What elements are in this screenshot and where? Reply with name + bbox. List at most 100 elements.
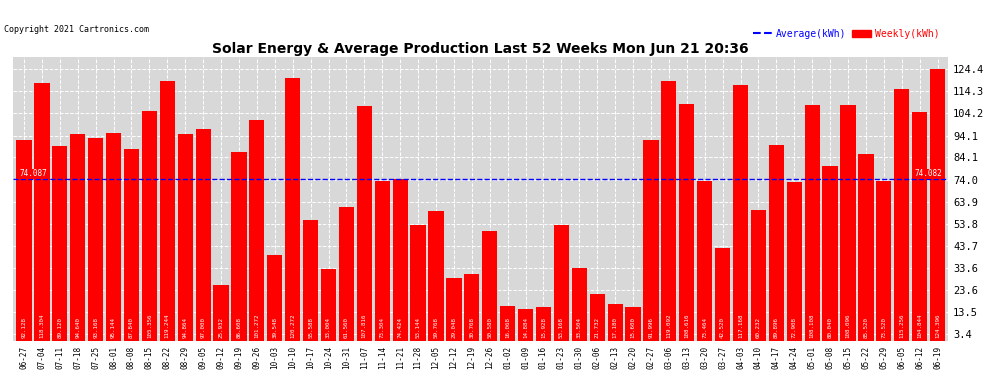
Bar — [482, 231, 497, 342]
Text: 108.096: 108.096 — [845, 314, 850, 338]
Text: 74.087: 74.087 — [19, 169, 47, 178]
Text: 15.928: 15.928 — [541, 317, 545, 338]
Text: 93.168: 93.168 — [93, 317, 98, 338]
Text: 60.232: 60.232 — [756, 317, 761, 338]
Bar — [876, 181, 891, 342]
Text: 74.082: 74.082 — [915, 169, 942, 178]
Bar — [787, 182, 802, 342]
Bar — [894, 89, 910, 342]
Bar — [823, 166, 838, 342]
Bar — [500, 306, 515, 342]
Text: 73.464: 73.464 — [702, 317, 707, 338]
Text: 39.548: 39.548 — [272, 317, 277, 338]
Text: 105.356: 105.356 — [147, 314, 151, 338]
Text: 85.520: 85.520 — [863, 317, 868, 338]
Bar — [858, 154, 873, 342]
Text: 120.272: 120.272 — [290, 314, 295, 338]
Bar — [35, 82, 50, 342]
Text: 50.580: 50.580 — [487, 317, 492, 338]
Bar — [195, 129, 211, 342]
Text: 89.896: 89.896 — [774, 317, 779, 338]
Bar — [769, 145, 784, 342]
Text: 72.908: 72.908 — [792, 317, 797, 338]
Legend: Average(kWh), Weekly(kWh): Average(kWh), Weekly(kWh) — [749, 25, 943, 43]
Bar — [429, 211, 444, 342]
Bar — [356, 105, 372, 342]
Bar — [912, 112, 928, 342]
Text: 107.816: 107.816 — [361, 314, 367, 338]
Bar — [339, 207, 354, 342]
Text: 73.520: 73.520 — [881, 317, 886, 338]
Text: 108.108: 108.108 — [810, 314, 815, 338]
Text: 101.272: 101.272 — [254, 314, 259, 338]
Bar — [106, 133, 121, 342]
Text: 21.732: 21.732 — [595, 317, 600, 338]
Title: Solar Energy & Average Production Last 52 Weeks Mon Jun 21 20:36: Solar Energy & Average Production Last 5… — [213, 42, 749, 56]
Text: 16.068: 16.068 — [505, 317, 510, 338]
Bar — [608, 304, 623, 342]
Bar — [464, 274, 479, 342]
Bar — [17, 140, 32, 342]
Text: 33.004: 33.004 — [326, 317, 331, 338]
Bar — [446, 278, 461, 342]
Bar — [177, 134, 193, 342]
Text: 87.840: 87.840 — [129, 317, 134, 338]
Bar — [553, 225, 569, 342]
Bar — [590, 294, 605, 342]
Text: 94.640: 94.640 — [75, 317, 80, 338]
Text: 25.932: 25.932 — [219, 317, 224, 338]
Text: 53.168: 53.168 — [559, 317, 564, 338]
Text: 74.424: 74.424 — [398, 317, 403, 338]
Text: 86.608: 86.608 — [237, 317, 242, 338]
Bar — [393, 178, 408, 342]
Text: 42.520: 42.520 — [720, 317, 725, 338]
Text: 33.504: 33.504 — [577, 317, 582, 338]
Text: 92.128: 92.128 — [22, 317, 27, 338]
Text: 95.144: 95.144 — [111, 317, 116, 338]
Text: 119.244: 119.244 — [164, 314, 170, 338]
Bar — [267, 255, 282, 342]
Bar — [411, 225, 426, 342]
Bar — [841, 105, 855, 342]
Bar — [142, 111, 157, 342]
Text: 91.996: 91.996 — [648, 317, 653, 338]
Bar — [697, 181, 713, 342]
Bar — [805, 105, 820, 342]
Bar — [661, 81, 676, 342]
Bar — [518, 309, 534, 342]
Bar — [124, 149, 139, 342]
Bar — [52, 147, 67, 342]
Bar — [214, 285, 229, 342]
Bar — [88, 138, 103, 342]
Bar — [750, 210, 766, 342]
Text: 119.092: 119.092 — [666, 314, 671, 338]
Text: 104.844: 104.844 — [917, 314, 922, 338]
Text: 89.120: 89.120 — [57, 317, 62, 338]
Bar — [303, 220, 318, 342]
Text: 94.864: 94.864 — [183, 317, 188, 338]
Text: 59.768: 59.768 — [434, 317, 439, 338]
Bar — [321, 269, 337, 342]
Text: 15.600: 15.600 — [631, 317, 636, 338]
Bar — [159, 81, 175, 342]
Bar — [626, 308, 641, 342]
Text: 118.304: 118.304 — [40, 314, 45, 338]
Bar — [70, 134, 85, 342]
Bar — [571, 268, 587, 342]
Text: 61.560: 61.560 — [344, 317, 348, 338]
Bar — [249, 120, 264, 342]
Text: 80.040: 80.040 — [828, 317, 833, 338]
Bar — [536, 307, 551, 342]
Bar — [644, 140, 658, 342]
Bar — [679, 104, 694, 342]
Text: 53.144: 53.144 — [416, 317, 421, 338]
Text: 30.768: 30.768 — [469, 317, 474, 338]
Text: 97.000: 97.000 — [201, 317, 206, 338]
Text: 117.168: 117.168 — [738, 314, 743, 338]
Text: 108.616: 108.616 — [684, 314, 689, 338]
Bar — [733, 85, 748, 342]
Text: 14.884: 14.884 — [523, 317, 528, 338]
Bar — [232, 152, 247, 342]
Text: 17.180: 17.180 — [613, 317, 618, 338]
Bar — [715, 248, 731, 342]
